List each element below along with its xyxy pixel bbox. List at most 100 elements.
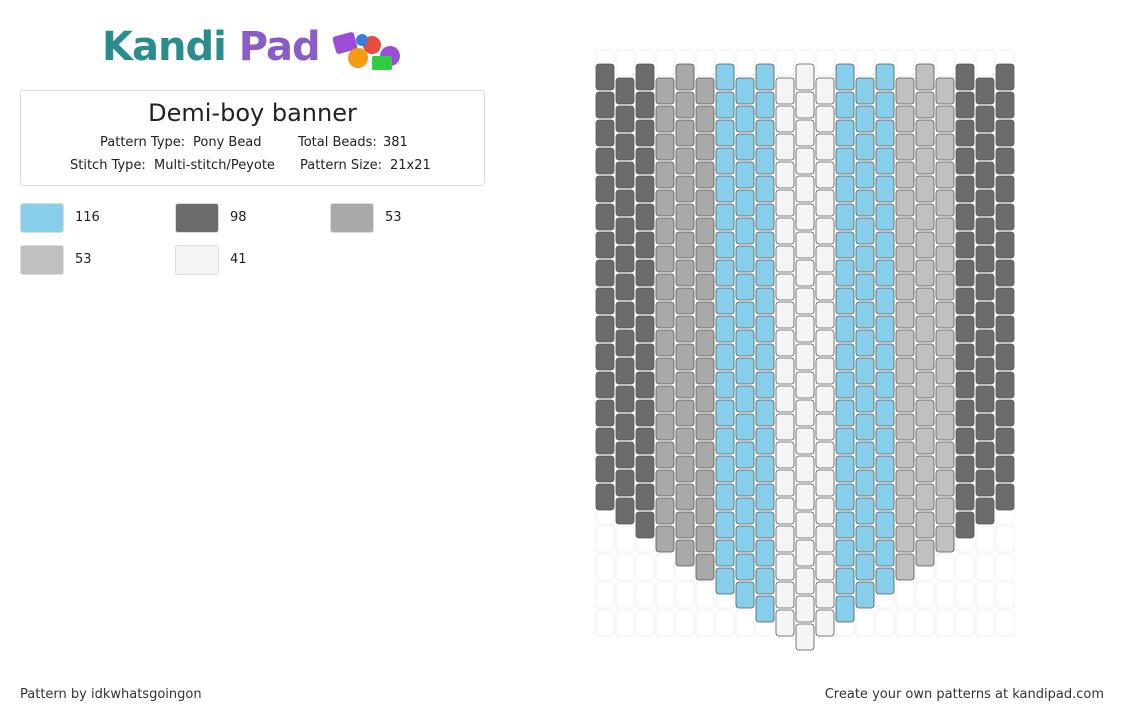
- bead: [595, 371, 615, 399]
- bead: [715, 539, 735, 567]
- bead: [695, 553, 715, 581]
- bead: [835, 399, 855, 427]
- bead: [995, 231, 1015, 259]
- bead: [815, 385, 835, 413]
- bead: [775, 273, 795, 301]
- bead: [675, 427, 695, 455]
- bead: [695, 441, 715, 469]
- bead-slot: [955, 609, 975, 637]
- bead-slot: [715, 609, 735, 637]
- bead: [635, 343, 655, 371]
- bead: [955, 399, 975, 427]
- bead: [955, 455, 975, 483]
- bead: [855, 413, 875, 441]
- bead: [995, 91, 1015, 119]
- bead: [755, 119, 775, 147]
- bead: [955, 91, 975, 119]
- bead: [895, 189, 915, 217]
- bead: [775, 161, 795, 189]
- bead: [855, 329, 875, 357]
- bead: [655, 497, 675, 525]
- bead: [635, 399, 655, 427]
- info-value: Pony Bead: [193, 135, 262, 150]
- bead: [855, 301, 875, 329]
- bead-slot: [975, 553, 995, 581]
- bead: [655, 413, 675, 441]
- bead: [795, 427, 815, 455]
- swatch-count: 41: [230, 252, 247, 267]
- bead: [915, 511, 935, 539]
- bead: [775, 609, 795, 637]
- bead: [675, 175, 695, 203]
- bead: [995, 63, 1015, 91]
- bead: [755, 343, 775, 371]
- bead: [815, 301, 835, 329]
- bead-slot: [655, 581, 675, 609]
- bead: [755, 427, 775, 455]
- bead: [835, 595, 855, 623]
- bead: [615, 189, 635, 217]
- bead: [615, 133, 635, 161]
- bead: [835, 63, 855, 91]
- bead: [975, 469, 995, 497]
- bead: [675, 287, 695, 315]
- bead: [675, 483, 695, 511]
- bead-slot: [695, 49, 715, 77]
- info-value: Multi-stitch/Peyote: [154, 158, 275, 173]
- bead: [695, 301, 715, 329]
- bead: [895, 161, 915, 189]
- bead: [655, 189, 675, 217]
- promo[interactable]: Create your own patterns at kandipad.com: [824, 687, 1104, 702]
- bead: [955, 511, 975, 539]
- bead-slot: [675, 609, 695, 637]
- bead-slot: [955, 581, 975, 609]
- bead: [895, 469, 915, 497]
- bead: [715, 511, 735, 539]
- bead: [935, 217, 955, 245]
- info-value: 21x21: [390, 158, 431, 173]
- bead: [695, 133, 715, 161]
- bead: [975, 413, 995, 441]
- bead: [675, 147, 695, 175]
- bead: [615, 413, 635, 441]
- bead: [775, 329, 795, 357]
- bead: [815, 553, 835, 581]
- bead: [935, 385, 955, 413]
- bead-slot: [615, 581, 635, 609]
- bead: [895, 497, 915, 525]
- bead: [595, 175, 615, 203]
- bead: [735, 301, 755, 329]
- info-value: 381: [383, 135, 408, 150]
- bead: [735, 217, 755, 245]
- bead: [635, 119, 655, 147]
- bead: [955, 203, 975, 231]
- bead-slot: [915, 581, 935, 609]
- bead: [775, 385, 795, 413]
- bead: [855, 385, 875, 413]
- bead: [995, 119, 1015, 147]
- bead: [635, 483, 655, 511]
- logo[interactable]: Kandi Pad: [102, 24, 321, 70]
- bead: [695, 77, 715, 105]
- bead: [655, 161, 675, 189]
- bead: [715, 427, 735, 455]
- logo-pad: Pad: [238, 24, 321, 70]
- bead: [875, 399, 895, 427]
- bead: [915, 231, 935, 259]
- bead: [715, 231, 735, 259]
- bead: [975, 329, 995, 357]
- bead: [595, 63, 615, 91]
- bead: [975, 357, 995, 385]
- bead: [895, 133, 915, 161]
- bead: [755, 399, 775, 427]
- bead: [775, 497, 795, 525]
- bead: [795, 623, 815, 651]
- bead: [635, 259, 655, 287]
- bead-slot: [775, 49, 795, 77]
- bead-slot: [855, 49, 875, 77]
- bead: [715, 315, 735, 343]
- bead: [615, 245, 635, 273]
- bead-slot: [615, 49, 635, 77]
- swatch: [175, 245, 219, 275]
